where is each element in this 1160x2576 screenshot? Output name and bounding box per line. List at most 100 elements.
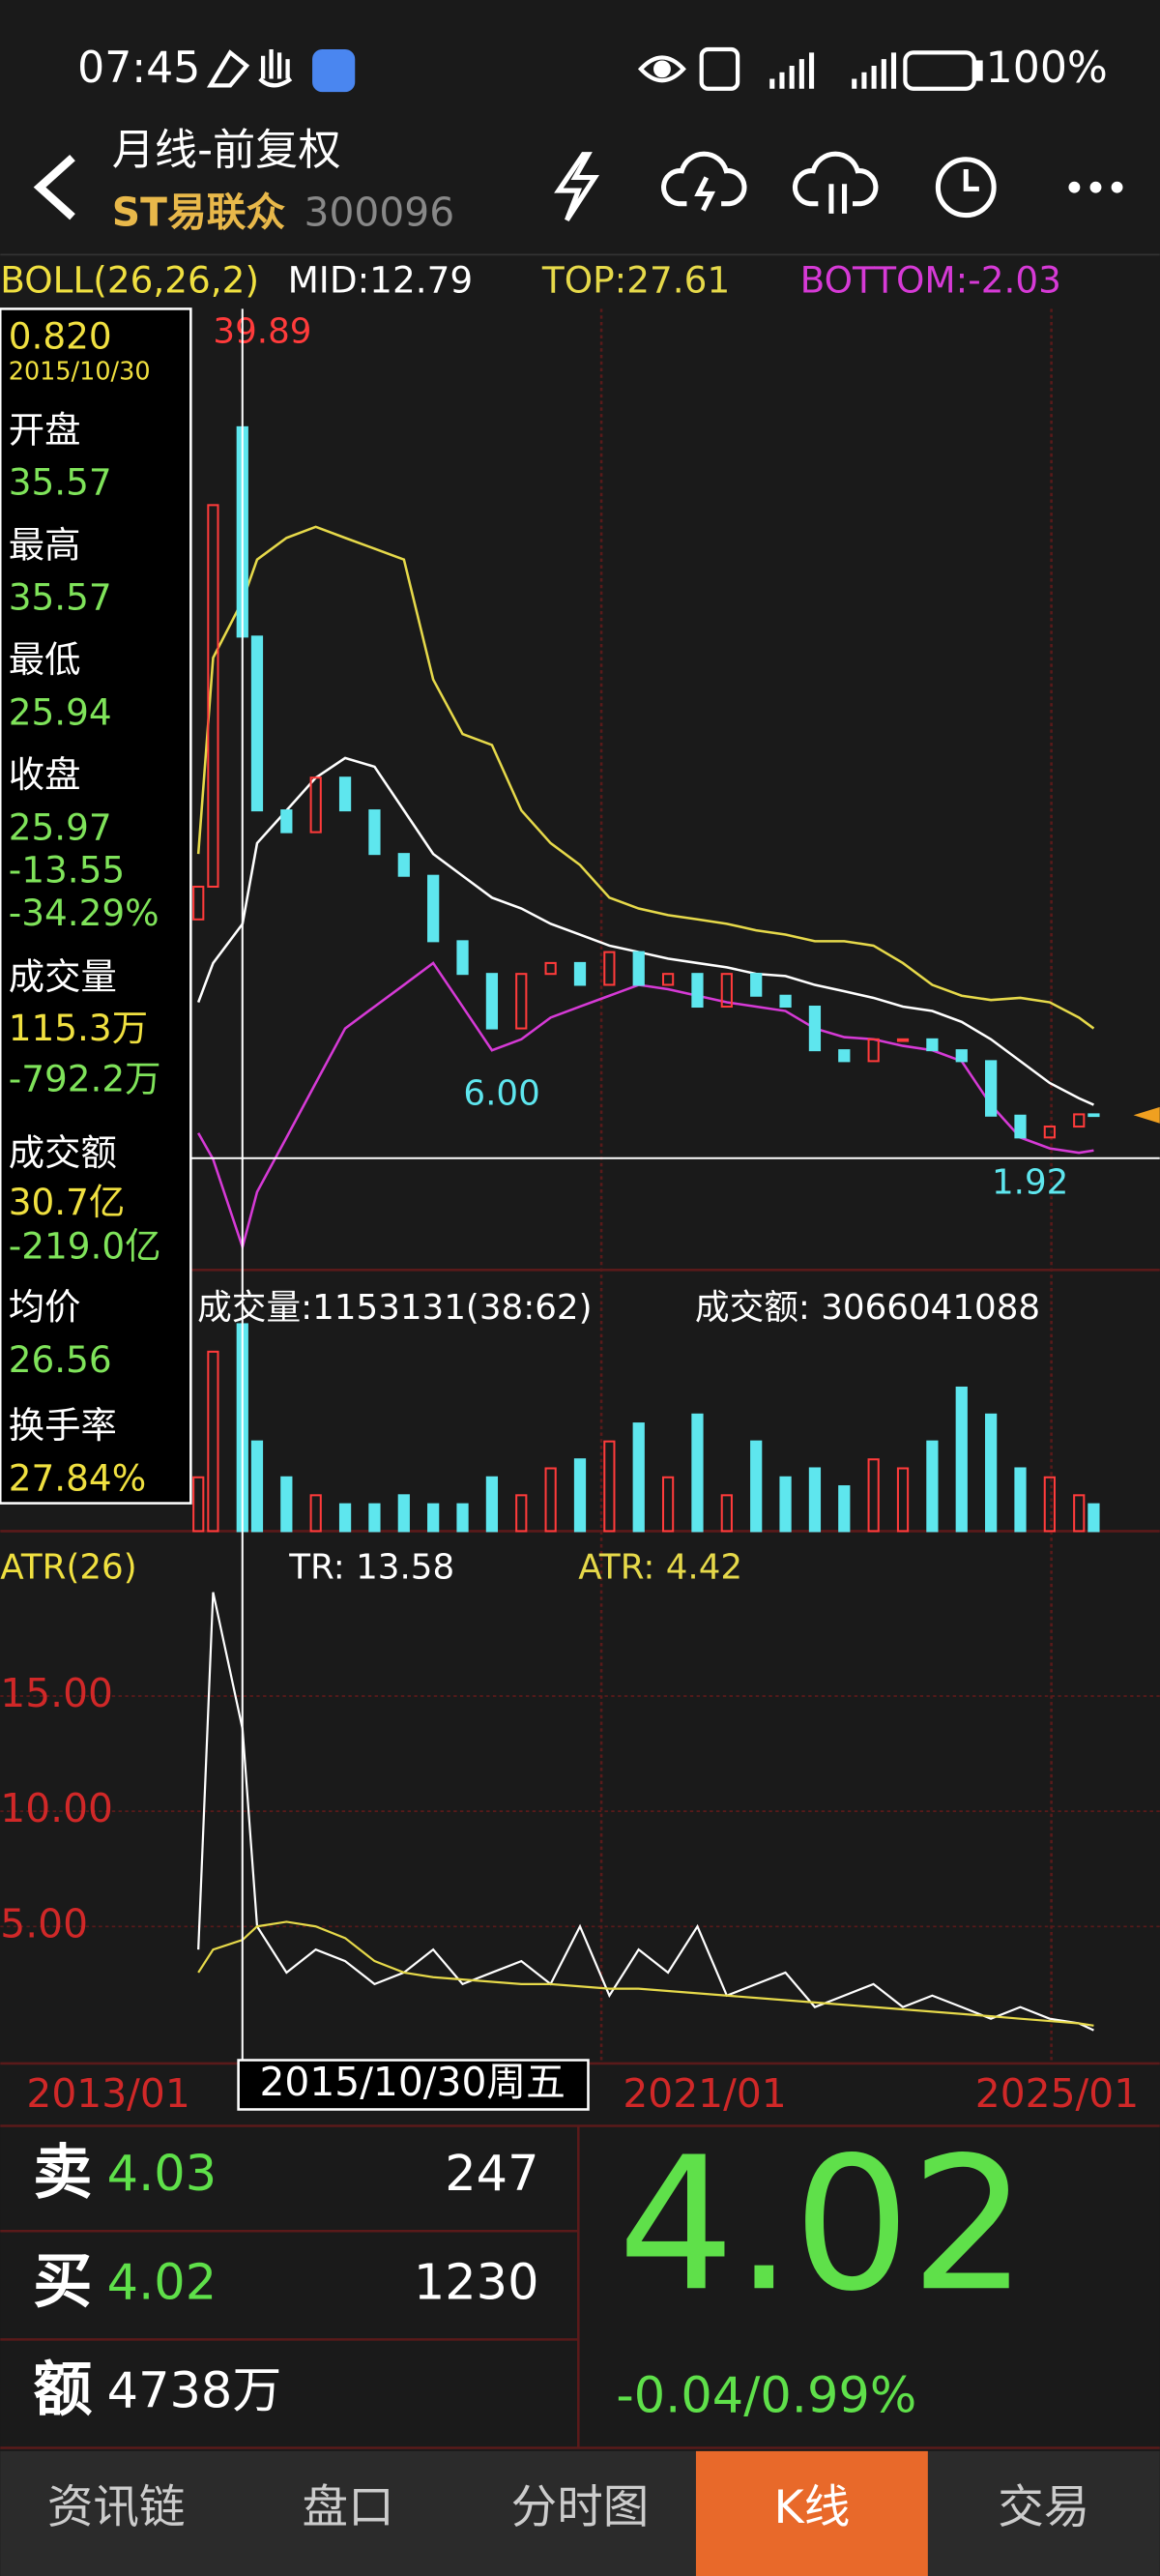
tab-bar: 资讯链 盘口 分时图 K线 交易 [0, 2450, 1160, 2576]
volume-bar [427, 1503, 440, 1533]
volume-bar [926, 1440, 939, 1533]
info-value: 30.7亿 [9, 1181, 126, 1223]
tab[interactable]: 资讯链 [47, 2481, 186, 2534]
book-price: 4.03 [107, 2146, 217, 2203]
info-box [0, 307, 192, 1505]
candle [456, 940, 469, 976]
last-price-marker [1133, 1106, 1160, 1124]
candle [808, 1005, 822, 1052]
info-value: 25.97 [9, 805, 112, 848]
order-book-rows: 卖 4.03 247 买 4.02 1230 [33, 2139, 538, 2316]
annotation: 6.00 [463, 1073, 539, 1113]
candle [544, 961, 557, 976]
indicator-title: ATR(26) [0, 1548, 136, 1588]
header-title: 月线-前复权 [112, 126, 341, 175]
annotation: 39.89 [213, 311, 311, 351]
volume-bar [280, 1476, 293, 1533]
candle [691, 973, 704, 1009]
x-tick-label: 2013/01 [26, 2070, 189, 2117]
quote-change: -0.04/0.99% [616, 2368, 916, 2425]
info-value: -219.0亿 [9, 1225, 161, 1268]
y-tick-label: 15.00 [0, 1670, 113, 1716]
candle [1014, 1114, 1027, 1139]
order-book-lines [0, 2124, 1160, 2449]
volume-bar [1014, 1467, 1027, 1533]
indicator-line [197, 1592, 1094, 2032]
candle [309, 776, 322, 834]
tab-active-bg [695, 2450, 928, 2576]
header-icons[interactable] [554, 151, 1123, 222]
candle [720, 973, 733, 1009]
indicator-legend: TOP:27.61 [541, 259, 730, 302]
volume-bar [368, 1503, 381, 1533]
volume-bar [750, 1440, 763, 1533]
volume-bar [779, 1476, 792, 1533]
book-side: 买 [33, 2247, 92, 2316]
candle [955, 1049, 968, 1063]
info-label: 最高 [9, 523, 81, 566]
tab[interactable]: K线 [774, 2481, 851, 2534]
order-book-bg [0, 2125, 1160, 2448]
candle [867, 1038, 880, 1063]
volume-bar [720, 1494, 733, 1533]
volume-bar [603, 1440, 616, 1533]
info-label: 成交额 [9, 1131, 117, 1174]
volume-bar [338, 1503, 352, 1533]
candle [485, 973, 499, 1030]
info-value: -34.29% [9, 892, 160, 934]
indicator-legend: ATR: 4.42 [578, 1548, 742, 1588]
info-value: 26.56 [9, 1338, 112, 1381]
candle [838, 1049, 851, 1063]
candle [1043, 1126, 1056, 1139]
volume-bar [896, 1467, 910, 1533]
info-label: 收盘 [9, 753, 81, 796]
candle [926, 1038, 939, 1052]
info-label: 开盘 [9, 408, 81, 451]
back-button[interactable] [33, 154, 75, 220]
tab[interactable]: 交易 [998, 2481, 1089, 2534]
candle [603, 951, 616, 986]
candle [632, 951, 645, 986]
stock-code: 300096 [304, 190, 455, 236]
candle [515, 973, 528, 1030]
candle [280, 809, 293, 834]
indicator-line [197, 1920, 1094, 2027]
book-price: 4.02 [107, 2254, 217, 2311]
x-tick-label: 2021/01 [623, 2070, 786, 2117]
quote-price: 4.02 [618, 2117, 1028, 2331]
info-value: 25.94 [9, 691, 112, 734]
info-label: 均价 [9, 1286, 81, 1329]
candle [368, 809, 381, 856]
volume-bar [309, 1494, 322, 1533]
annotation: 1.92 [992, 1162, 1068, 1202]
volume-bar [485, 1476, 499, 1533]
candle [750, 973, 763, 997]
volume-bar [985, 1413, 998, 1533]
book-side: 卖 [33, 2139, 92, 2208]
info-label: 最低 [9, 638, 81, 681]
cursor-label: 2015/10/30周五 [259, 2059, 565, 2105]
book-volume: 1230 [414, 2254, 539, 2311]
volume-bar [1043, 1476, 1056, 1533]
volume-bar [661, 1476, 675, 1533]
candle [1073, 1113, 1086, 1128]
x-tick-label: 2025/01 [975, 2070, 1139, 2117]
volume-title: 成交量:1153131(38:62) [197, 1288, 592, 1328]
volume-bar [1073, 1494, 1086, 1533]
info-value: -792.2万 [9, 1057, 161, 1099]
info-value: 35.57 [9, 461, 112, 504]
candle [896, 1038, 910, 1042]
volume-bar [808, 1467, 822, 1533]
info-label: 成交量 [9, 955, 117, 998]
indicator-title: BOLL(26,26,2) [0, 259, 259, 302]
candle [207, 504, 219, 889]
tab[interactable]: 盘口 [303, 2481, 394, 2534]
info-panel: 0.820 2015/10/30 开盘 35.57 最高 35.57 最低 25.94 收盘… [0, 307, 192, 1505]
candle [661, 973, 675, 986]
candle [192, 885, 205, 921]
tab[interactable]: 分时图 [511, 2481, 650, 2534]
info-value: 35.57 [9, 576, 112, 619]
candle [1088, 1113, 1100, 1118]
